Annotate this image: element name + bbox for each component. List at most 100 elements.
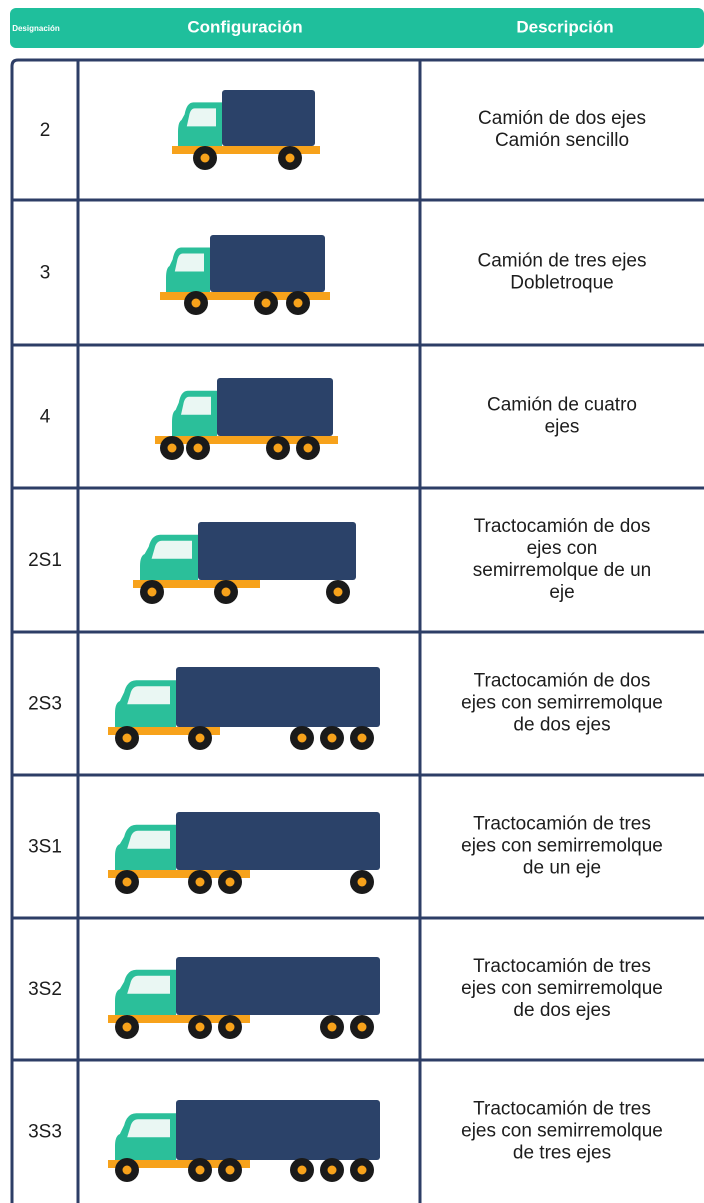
description-line: Tractocamión de dos [474,516,651,537]
designation: 3S3 [28,1122,62,1143]
truck-illustration [108,957,380,1039]
truck-box [210,235,325,292]
wheel-hub [195,1165,205,1175]
wheel-hub [221,587,231,597]
table-border [10,58,704,1203]
header-bar [10,8,704,48]
wheel-hub [327,1022,337,1032]
wheel-hub [297,733,307,743]
truck-window [186,108,216,127]
designation: 4 [40,407,51,428]
truck-chassis [108,1160,250,1168]
truck-window [127,830,170,849]
wheel-hub [225,1022,235,1032]
description-line: Dobletroque [510,273,614,294]
truck-window [127,975,170,994]
wheel-hub [261,298,271,308]
description-line: Camión de dos ejes [478,108,646,129]
wheel-hub [285,153,295,163]
truck-box [176,957,380,1015]
description-line: Tractocamión de dos [474,671,651,692]
wheel-hub [225,1165,235,1175]
designation: 2 [40,120,51,141]
description-line: Camión de cuatro [487,395,637,416]
description-line: de dos ejes [513,1000,610,1021]
wheel-hub [273,443,283,453]
truck-window [181,396,211,415]
wheel-hub [191,298,201,308]
wheel-hub [122,877,132,887]
wheel-hub [195,877,205,887]
wheel-hub [297,1165,307,1175]
truck-chassis [108,1015,250,1023]
truck-box [176,812,380,870]
wheel-hub [327,733,337,743]
wheel-hub [195,733,205,743]
truck-illustration [108,667,380,750]
description-line: ejes con semirremolque [461,693,663,714]
wheel-hub [303,443,313,453]
wheel-hub [122,1022,132,1032]
truck-box [198,522,356,580]
description-line: ejes con [527,538,598,559]
description-line: Tractocamión de tres [473,956,651,977]
description-line: eje [549,582,574,603]
truck-illustration [160,235,330,315]
truck-chassis [133,580,260,588]
description-line: Tractocamión de tres [473,814,651,835]
wheel-hub [357,733,367,743]
truck-window [127,1119,170,1138]
designation: 3S2 [28,979,62,1000]
wheel-hub [327,1165,337,1175]
truck-chassis [160,292,330,300]
wheel-hub [122,1165,132,1175]
truck-window [151,540,192,559]
wheel-hub [122,733,132,743]
truck-chassis [108,870,250,878]
truck-illustration [172,90,320,170]
header-configuration: Configuración [187,17,302,36]
wheel-hub [200,153,210,163]
wheel-hub [147,587,157,597]
truck-chassis [172,146,320,154]
description-line: Camión de tres ejes [478,251,647,272]
designation: 2S3 [28,694,62,715]
wheel-hub [357,1022,367,1032]
description-line: ejes con semirremolque [461,836,663,857]
description-line: de dos ejes [513,715,610,736]
truck-window [174,253,204,272]
description-line: Camión sencillo [495,130,629,151]
description-line: de un eje [523,858,601,879]
truck-box [222,90,315,146]
designation: 3S1 [28,837,62,858]
wheel-hub [167,443,177,453]
wheel-hub [333,587,343,597]
wheel-hub [195,1022,205,1032]
truck-chassis [155,436,338,444]
wheel-hub [357,1165,367,1175]
truck-box [176,1100,380,1160]
truck-box [176,667,380,727]
table-grid [10,58,704,1203]
truck-illustration [155,378,338,460]
description-line: ejes [545,417,580,438]
truck-illustration [133,522,356,604]
description-line: ejes con semirremolque [461,1121,663,1142]
truck-box [217,378,333,436]
truck-chassis [108,727,220,735]
designation: 2S1 [28,550,62,571]
truck-window [127,686,170,705]
description-line: semirremolque de un [473,560,651,581]
wheel-hub [293,298,303,308]
truck-illustration [108,1100,380,1182]
wheel-hub [225,877,235,887]
